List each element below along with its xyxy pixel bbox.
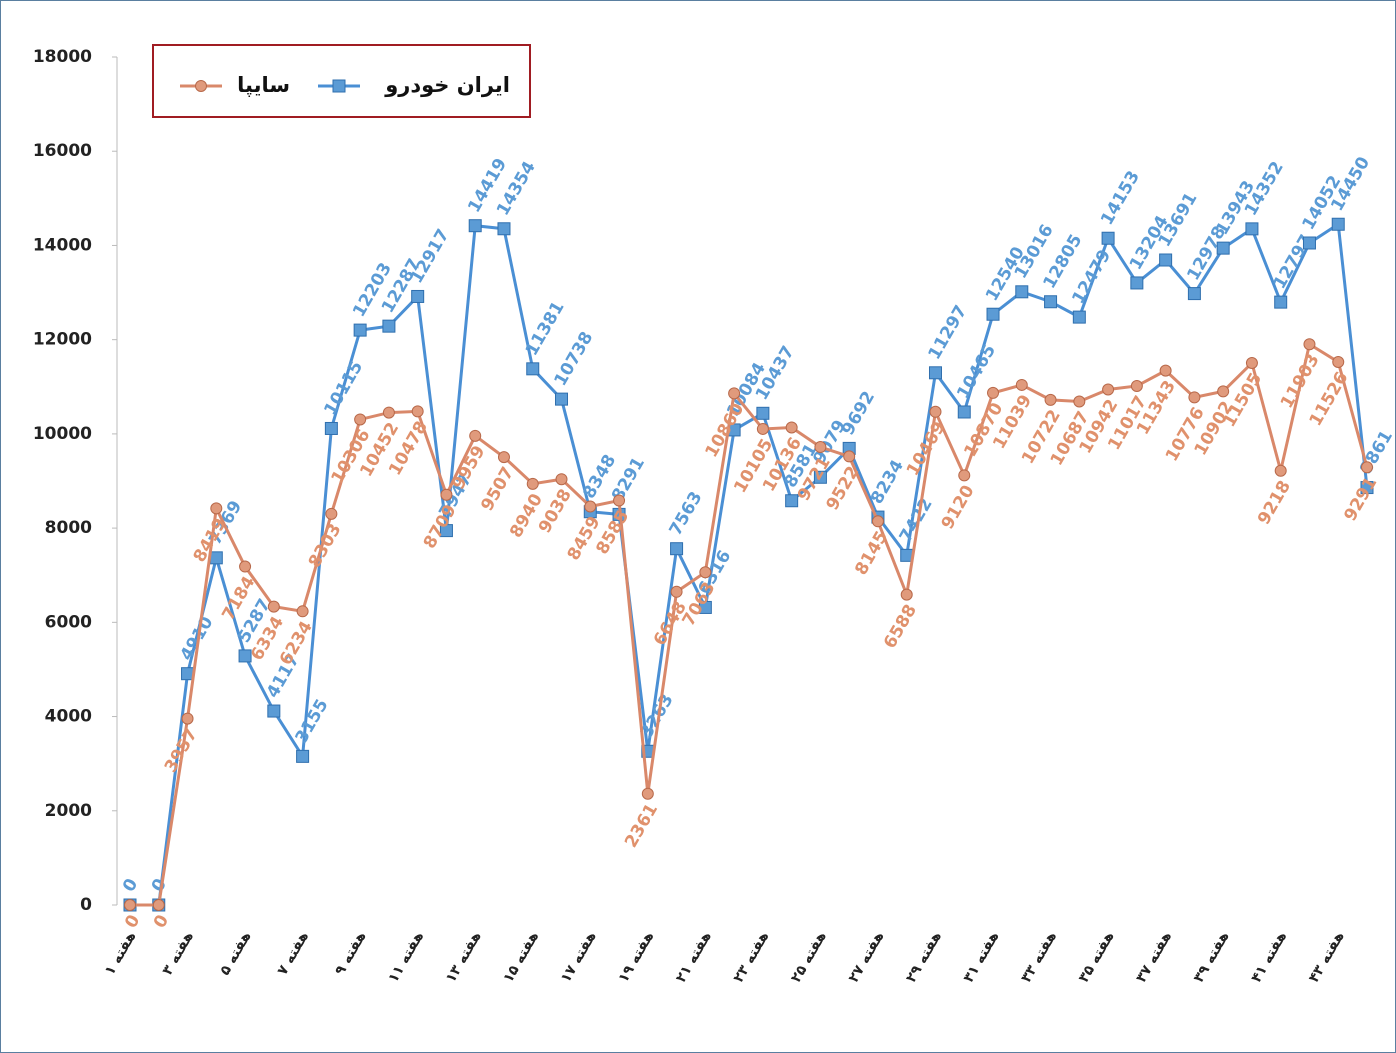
marker — [928, 366, 942, 380]
marker — [239, 560, 252, 573]
marker — [439, 524, 453, 538]
marker — [699, 566, 712, 579]
marker — [124, 899, 136, 911]
marker — [353, 323, 367, 337]
marker — [382, 319, 396, 333]
marker — [1303, 338, 1316, 351]
marker — [468, 219, 482, 233]
marker — [785, 421, 798, 434]
marker — [813, 470, 827, 484]
marker — [641, 787, 654, 800]
marker — [497, 222, 511, 236]
marker — [526, 362, 540, 376]
marker — [296, 749, 310, 763]
marker — [1332, 355, 1345, 368]
marker — [986, 307, 1000, 321]
marker — [1072, 310, 1086, 324]
marker — [324, 421, 338, 435]
marker — [440, 488, 453, 501]
y-tick-label: 18000 — [33, 47, 92, 67]
marker — [670, 542, 684, 556]
y-tick-label: 6000 — [45, 612, 92, 632]
marker — [1015, 378, 1028, 391]
legend-label: ایران خودرو — [384, 73, 510, 97]
marker — [1331, 217, 1345, 231]
marker — [238, 649, 252, 663]
y-tick-label: 0 — [80, 895, 92, 915]
y-tick-label: 12000 — [33, 330, 92, 350]
marker — [1361, 461, 1373, 474]
marker — [1130, 276, 1144, 290]
marker — [152, 899, 165, 911]
marker — [1245, 222, 1259, 236]
marker — [698, 600, 712, 614]
marker — [900, 588, 913, 601]
marker — [555, 392, 569, 406]
marker — [785, 494, 799, 508]
marker — [555, 473, 568, 486]
marker — [267, 704, 281, 718]
marker — [987, 386, 1000, 399]
marker — [1216, 241, 1230, 255]
y-tick-label: 14000 — [33, 235, 92, 255]
y-tick-label: 16000 — [33, 141, 92, 161]
marker — [1360, 481, 1374, 495]
marker — [181, 712, 194, 725]
marker — [1245, 356, 1258, 369]
marker — [1274, 464, 1287, 477]
marker — [1217, 385, 1230, 398]
marker — [728, 387, 741, 400]
marker — [1101, 231, 1115, 245]
marker — [1015, 285, 1029, 299]
marker — [296, 605, 309, 618]
marker — [210, 502, 223, 515]
marker — [1044, 393, 1057, 406]
legend-marker — [332, 79, 346, 93]
marker — [957, 405, 971, 419]
marker — [929, 405, 942, 418]
y-tick-label: 10000 — [33, 424, 92, 444]
legend-marker — [195, 80, 207, 92]
marker — [267, 600, 280, 613]
y-tick-label: 4000 — [45, 707, 92, 727]
marker — [814, 441, 827, 454]
marker — [497, 451, 510, 464]
marker — [469, 429, 482, 442]
marker — [325, 507, 338, 520]
marker — [526, 477, 539, 490]
marker — [871, 515, 884, 528]
marker — [584, 500, 597, 513]
marker — [958, 469, 971, 482]
marker — [756, 422, 769, 435]
marker — [613, 494, 626, 507]
marker — [1130, 379, 1143, 392]
marker — [411, 289, 425, 303]
marker — [411, 405, 424, 418]
marker — [1102, 383, 1115, 396]
marker — [1274, 295, 1288, 309]
marker — [1044, 295, 1058, 309]
marker — [1159, 364, 1172, 377]
legend-label: سایپا — [237, 73, 290, 97]
marker — [1188, 391, 1201, 404]
marker — [756, 406, 770, 420]
marker — [843, 450, 856, 463]
marker — [1159, 253, 1173, 267]
y-tick-label: 8000 — [45, 518, 92, 538]
marker — [1187, 287, 1201, 301]
marker — [670, 585, 683, 598]
marker — [1073, 395, 1086, 408]
marker — [1302, 236, 1316, 250]
marker — [382, 406, 395, 419]
marker — [354, 413, 367, 426]
y-tick-label: 2000 — [45, 801, 92, 821]
